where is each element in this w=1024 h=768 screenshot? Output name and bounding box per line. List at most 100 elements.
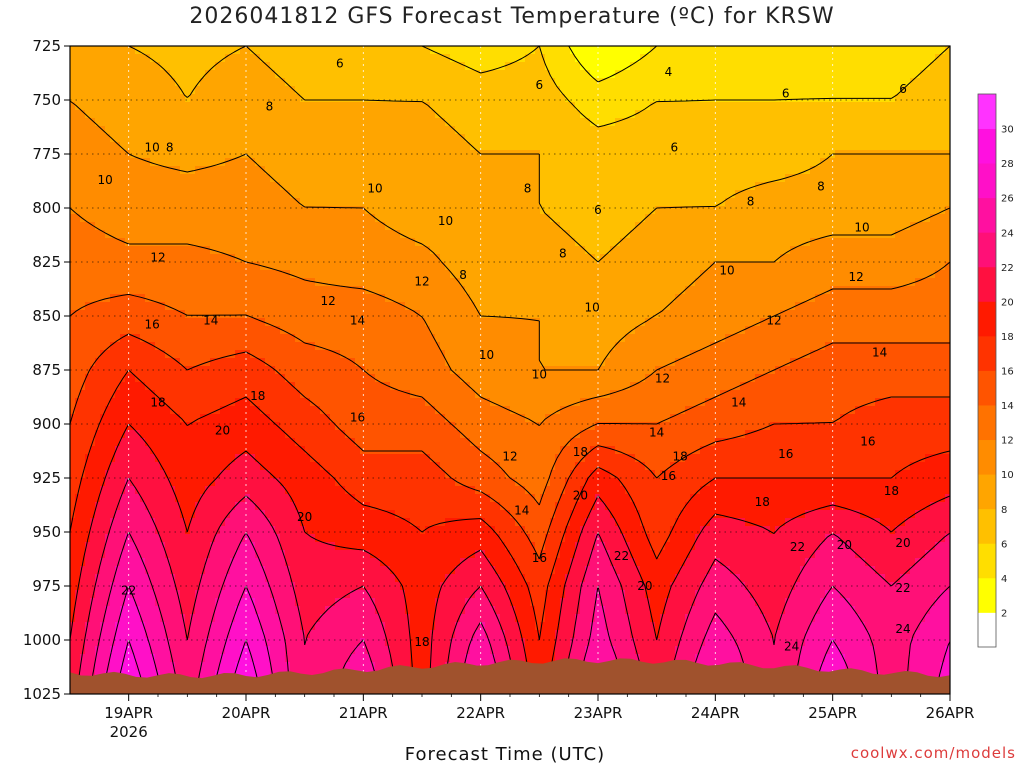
heat-cell [735, 190, 741, 199]
heat-cell [765, 70, 771, 79]
heat-cell [330, 262, 336, 271]
heat-cell [510, 54, 516, 63]
heat-cell [390, 78, 396, 87]
heat-cell [790, 198, 796, 207]
heat-cell [725, 62, 731, 71]
heat-cell [565, 46, 571, 55]
heat-cell [550, 54, 556, 63]
heat-cell [350, 214, 356, 223]
heat-cell [735, 78, 741, 87]
heat-cell [105, 198, 111, 207]
heat-cell [400, 46, 406, 55]
heat-cell [390, 142, 396, 151]
heat-cell [150, 262, 156, 271]
heat-cell [290, 166, 296, 175]
heat-cell [600, 46, 606, 55]
heat-cell [265, 166, 271, 175]
heat-cell [780, 206, 786, 215]
heat-cell [670, 158, 676, 167]
heat-cell [805, 262, 811, 271]
heat-cell [865, 230, 871, 239]
heat-cell [200, 230, 206, 239]
heat-cell [600, 150, 606, 159]
heat-cell [270, 246, 276, 255]
heat-cell [640, 222, 646, 231]
heat-cell [710, 166, 716, 175]
heat-cell [230, 230, 236, 239]
heat-cell [660, 254, 666, 263]
heat-cell [355, 62, 361, 71]
heat-cell [225, 238, 231, 247]
heat-cell [365, 126, 371, 135]
heat-cell [820, 118, 826, 127]
heat-cell [155, 270, 161, 279]
heat-cell [320, 54, 326, 63]
heat-cell [605, 102, 611, 111]
heat-cell [160, 150, 166, 159]
heat-cell [95, 118, 101, 127]
heat-cell [475, 262, 481, 271]
heat-cell [125, 158, 131, 167]
heat-cell [925, 158, 931, 167]
heat-cell [515, 158, 521, 167]
heat-cell [835, 254, 841, 263]
heat-cell [390, 110, 396, 119]
heat-cell [920, 246, 926, 255]
heat-cell [115, 126, 121, 135]
heat-cell [75, 46, 81, 55]
heat-cell [240, 150, 246, 159]
heat-cell [290, 238, 296, 247]
heat-cell [750, 126, 756, 135]
heat-cell [570, 54, 576, 63]
heat-cell [310, 174, 316, 183]
heat-cell [600, 118, 606, 127]
heat-cell [405, 86, 411, 95]
heat-cell [95, 54, 101, 63]
heat-cell [120, 118, 126, 127]
heat-cell [240, 214, 246, 223]
heat-cell [110, 190, 116, 199]
heat-cell [360, 222, 366, 231]
heat-cell [320, 86, 326, 95]
heat-cell [235, 62, 241, 71]
heat-cell [825, 70, 831, 79]
heat-cell [560, 166, 566, 175]
heat-cell [485, 94, 491, 103]
heat-cell [320, 246, 326, 255]
heat-cell [720, 214, 726, 223]
heat-cell [675, 198, 681, 207]
heat-cell [225, 230, 231, 239]
heat-cell [435, 46, 441, 55]
heat-cell [145, 134, 151, 143]
heat-cell [820, 174, 826, 183]
heat-cell [430, 78, 436, 87]
heat-cell [425, 142, 431, 151]
heat-cell [690, 206, 696, 215]
heat-cell [310, 62, 316, 71]
heat-cell [185, 118, 191, 127]
heat-cell [565, 262, 571, 271]
heat-cell [320, 190, 326, 199]
heat-cell [145, 118, 151, 127]
heat-cell [110, 174, 116, 183]
heat-cell [565, 126, 571, 135]
heat-cell [490, 174, 496, 183]
heat-cell [600, 78, 606, 87]
heat-cell [420, 54, 426, 63]
heat-cell [660, 158, 666, 167]
heat-cell [380, 46, 386, 55]
heat-cell [670, 70, 676, 79]
heat-cell [455, 110, 461, 119]
heat-cell [455, 238, 461, 247]
heat-cell [250, 214, 256, 223]
heat-cell [485, 70, 491, 79]
heat-cell [405, 198, 411, 207]
heat-cell [310, 86, 316, 95]
heat-cell [100, 270, 106, 279]
heat-cell [575, 254, 581, 263]
heat-cell [230, 142, 236, 151]
heat-cell [170, 62, 176, 71]
heat-cell [80, 166, 86, 175]
heat-cell [320, 174, 326, 183]
heat-cell [535, 110, 541, 119]
